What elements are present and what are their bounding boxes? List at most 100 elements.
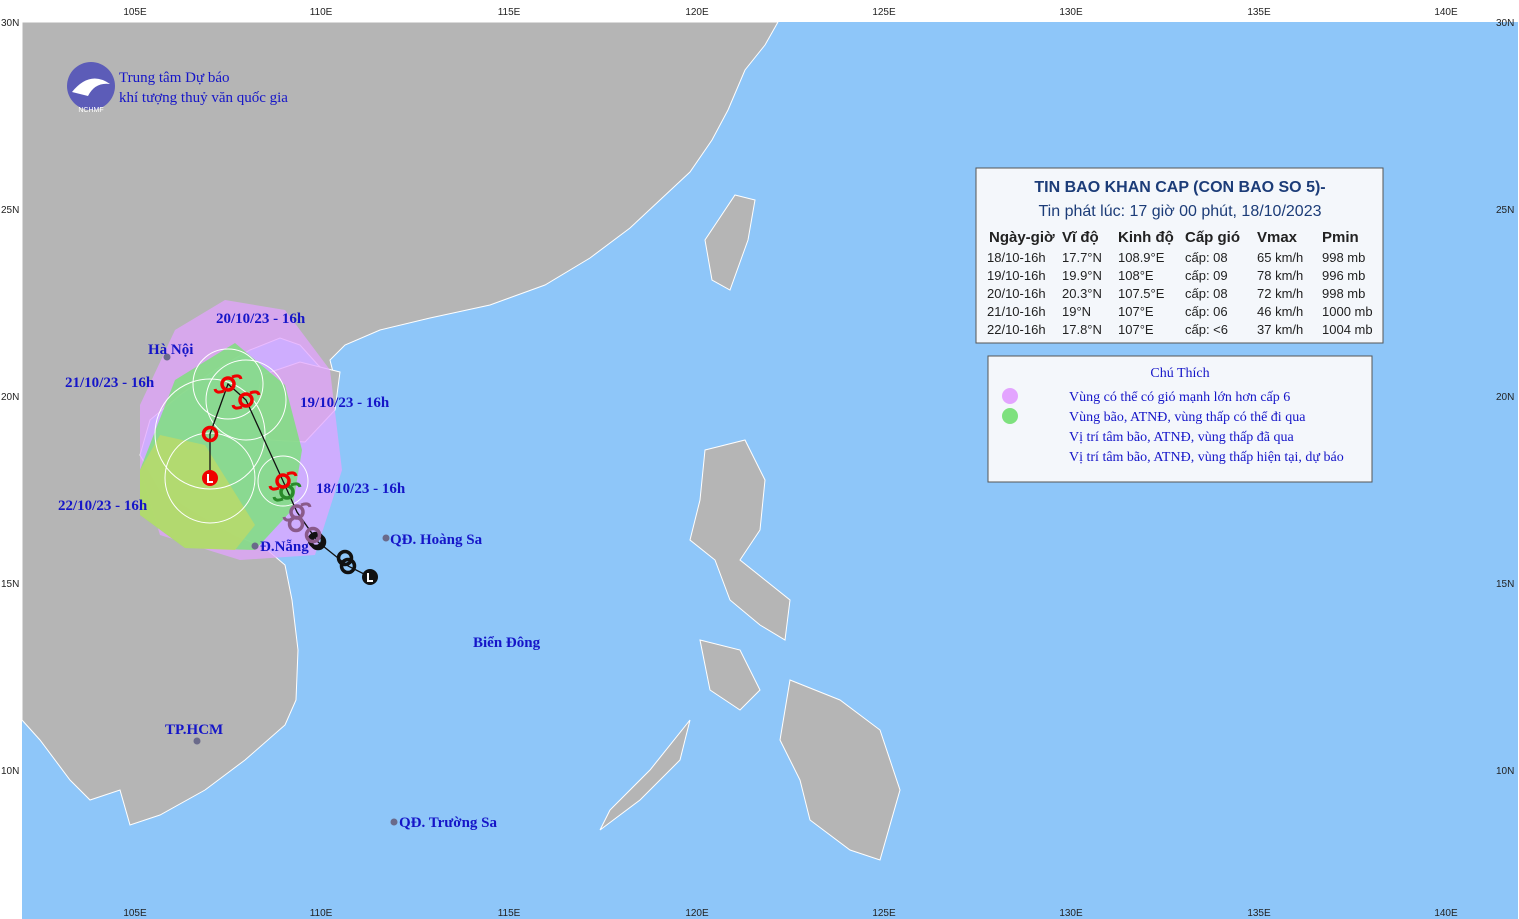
table-cell: 107°E [1118, 304, 1154, 319]
forecast-position [275, 473, 291, 489]
table-cell: 1000 mb [1322, 304, 1373, 319]
legend-swatch [1002, 408, 1018, 424]
track-label: 20/10/23 - 16h [216, 311, 306, 327]
lat-label: 25N [1496, 205, 1514, 216]
past-position [336, 549, 354, 567]
table-header: Vĩ độ [1062, 229, 1099, 246]
table-cell: 19.9°N [1062, 268, 1102, 283]
table-cell: 72 km/h [1257, 286, 1303, 301]
place-label: Đ.Nẵng [260, 539, 309, 555]
forecast-position [213, 374, 243, 394]
forecast-position [268, 471, 298, 491]
logo-text: NCHMF [78, 107, 103, 114]
past-position [362, 569, 378, 585]
table-cell: 107.5°E [1118, 286, 1165, 301]
lon-label: 120E [685, 908, 709, 919]
table-cell: cấp: <6 [1185, 322, 1228, 337]
lon-label: 130E [1059, 908, 1083, 919]
track-label: 21/10/23 - 16h [65, 375, 155, 391]
place-label: Hà Nội [148, 342, 193, 358]
luzon [689, 439, 791, 641]
org-line: Trung tâm Dự báo [119, 70, 230, 86]
table-header: Pmin [1322, 229, 1359, 246]
lon-label: 105E [123, 908, 147, 919]
table-cell: 998 mb [1322, 250, 1365, 265]
forecast-position [201, 425, 219, 443]
table-cell: 996 mb [1322, 268, 1365, 283]
table-cell: 108.9°E [1118, 250, 1165, 265]
lon-label: 125E [872, 7, 896, 18]
legend-title: Chú Thích [1150, 366, 1209, 381]
table-header: Cấp gió [1185, 229, 1240, 246]
table-cell: 19°N [1062, 304, 1091, 319]
table-cell: 108°E [1118, 268, 1154, 283]
table-cell: 21/10-16h [987, 304, 1046, 319]
legend-item: Vùng có thể có gió mạnh lớn hơn cấp 6 [1069, 390, 1290, 405]
lon-label: 135E [1247, 7, 1271, 18]
past-position [339, 557, 357, 575]
forecast-position [207, 474, 213, 483]
table-cell: 20.3°N [1062, 286, 1102, 301]
past-position [287, 515, 305, 533]
mindanao [779, 679, 901, 861]
place-dot [382, 534, 390, 542]
place-label: QĐ. Trường Sa [399, 815, 498, 831]
table-cell: 65 km/h [1257, 250, 1303, 265]
land [21, 21, 901, 861]
org-line: khí tượng thuỷ văn quốc gia [119, 90, 288, 106]
table-cell: cấp: 08 [1185, 250, 1228, 265]
place-label: TP.HCM [165, 722, 223, 738]
track-label: 19/10/23 - 16h [300, 395, 390, 411]
place-label: Biển Đông [473, 635, 541, 651]
legend-swatch [1002, 388, 1018, 404]
forecast-position [202, 470, 218, 486]
table-cell: 18/10-16h [987, 250, 1046, 265]
lon-label: 110E [310, 908, 333, 919]
lat-label: 10N [1, 766, 19, 777]
legend-box [987, 355, 1373, 483]
current-position [272, 482, 302, 502]
forecast-position [220, 376, 236, 392]
legend-item: Vị trí tâm bão, ATNĐ, vùng thấp hiện tại… [1069, 450, 1344, 465]
table-cell: cấp: 06 [1185, 304, 1228, 319]
table-cell: 20/10-16h [987, 286, 1046, 301]
lon-label: 120E [685, 7, 709, 18]
lon-label: 115E [498, 908, 521, 919]
lat-label: 20N [1, 392, 19, 403]
table-cell: 1004 mb [1322, 322, 1373, 337]
legend-item: Vị trí tâm bão, ATNĐ, vùng thấp đã qua [1069, 430, 1295, 445]
table-header: Ngày-giờ [989, 229, 1055, 246]
place-dot [390, 818, 398, 826]
lat-label: 30N [1496, 18, 1514, 29]
bulletin-issued: Tin phát lúc: 17 giờ 00 phút, 18/10/2023 [1039, 203, 1322, 220]
lon-label: 135E [1247, 908, 1271, 919]
table-cell: 78 km/h [1257, 268, 1303, 283]
lat-label: 15N [1, 579, 19, 590]
storm-area-late [140, 435, 255, 550]
lat-label: 10N [1496, 766, 1514, 777]
visayas [699, 639, 761, 711]
taiwan [704, 194, 756, 291]
lon-label: 140E [1434, 908, 1458, 919]
table-cell: cấp: 09 [1185, 268, 1228, 283]
lat-label: 15N [1496, 579, 1514, 590]
table-cell: 22/10-16h [987, 322, 1046, 337]
lon-label: 115E [498, 7, 521, 18]
track-label: 18/10/23 - 16h [316, 481, 406, 497]
forecast-position [238, 392, 254, 408]
logo: NCHMF [67, 62, 115, 114]
past-position [367, 573, 373, 582]
lat-label: 30N [1, 18, 19, 29]
table-cell: 17.7°N [1062, 250, 1102, 265]
lon-label: 105E [123, 7, 147, 18]
lon-label: 140E [1434, 7, 1458, 18]
lat-label: 20N [1496, 392, 1514, 403]
track-label: 22/10/23 - 16h [58, 498, 148, 514]
table-header: Kinh độ [1118, 229, 1174, 246]
table-cell: 998 mb [1322, 286, 1365, 301]
lon-label: 130E [1059, 7, 1083, 18]
legend-item: Vùng bão, ATNĐ, vùng thấp có thể đi qua [1069, 410, 1306, 425]
table-cell: 17.8°N [1062, 322, 1102, 337]
place-dot [251, 542, 259, 550]
